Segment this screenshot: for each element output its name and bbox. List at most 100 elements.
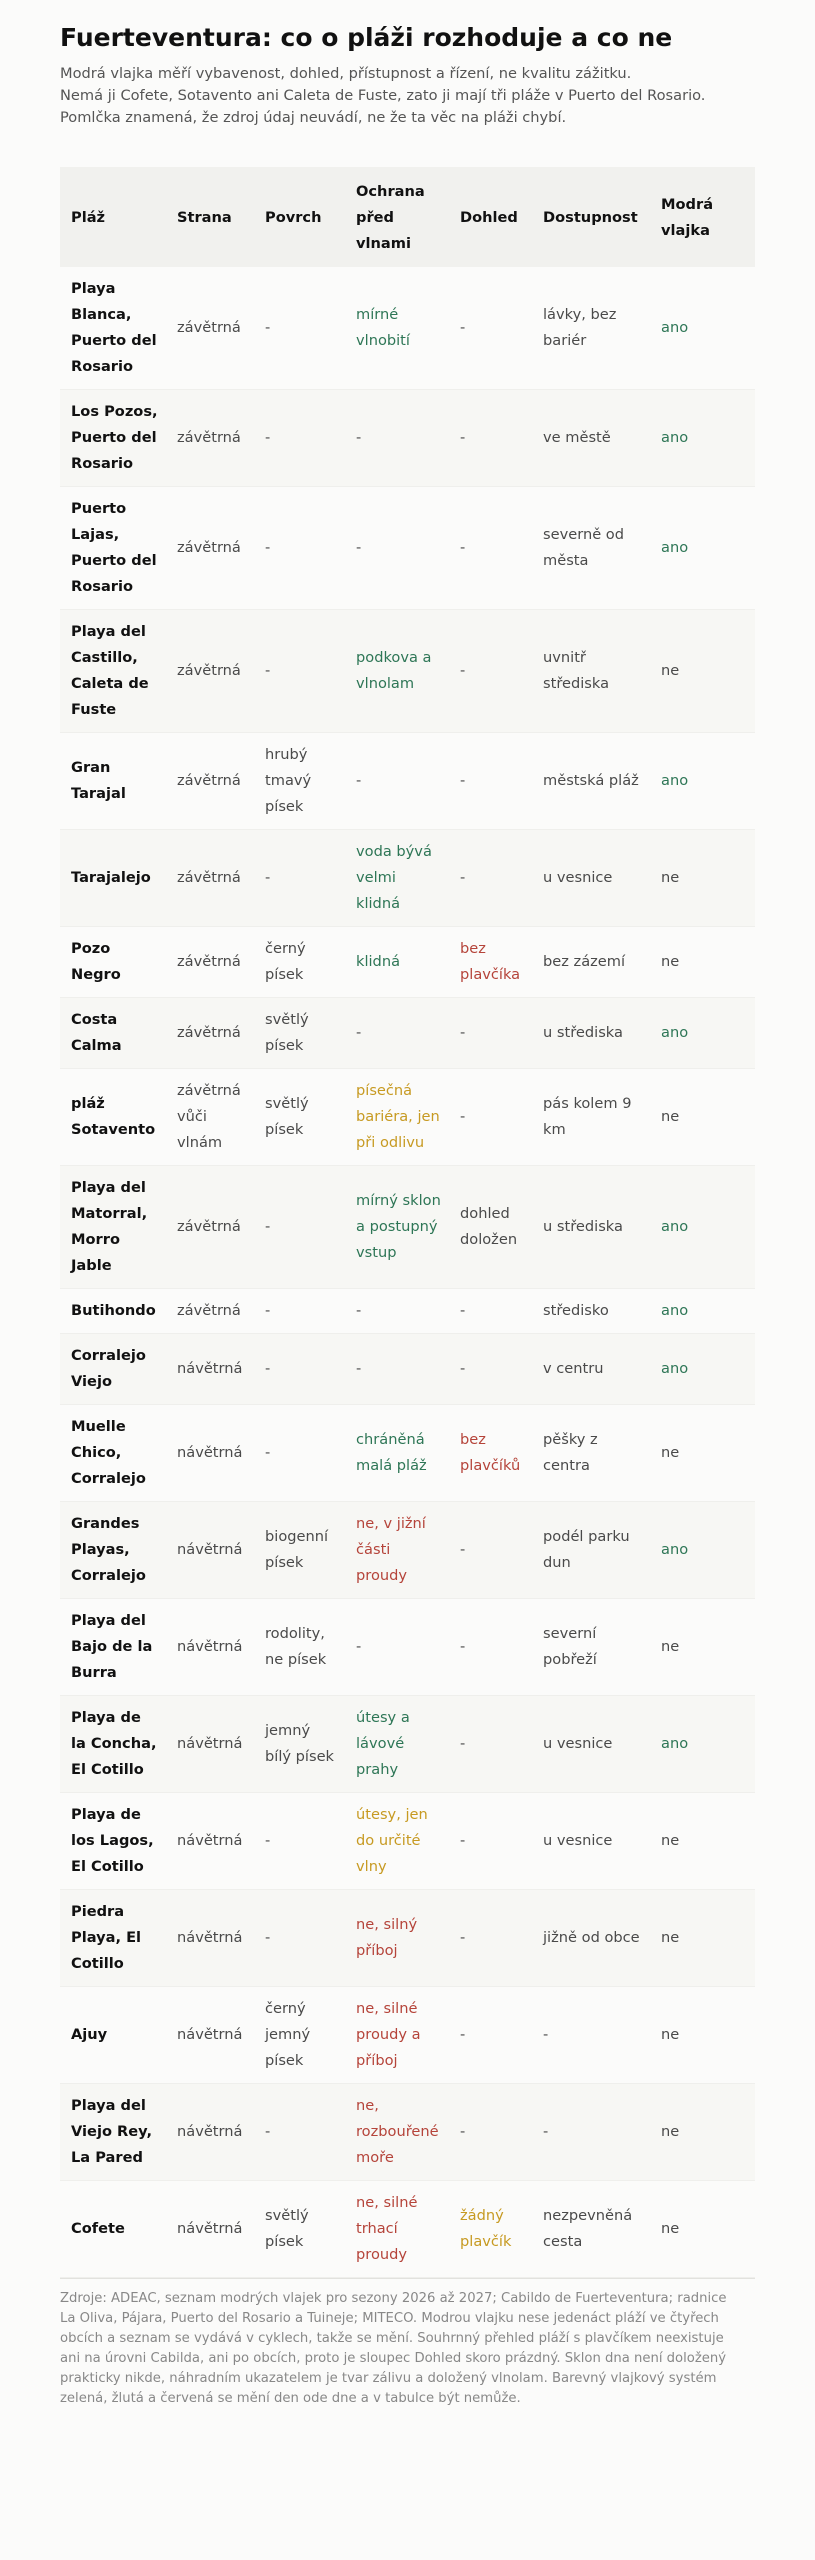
table-row: Playa de la Concha, El Cotillo návětrná je… xyxy=(60,1695,755,1793)
side-cell: závětrná xyxy=(166,997,254,1069)
intro-line: Pomlčka znamená, že zdroj údaj neuvádí, … xyxy=(60,108,567,126)
side-cell: závětrná xyxy=(166,609,254,733)
supervision-cell: - xyxy=(449,266,532,390)
table-row: Pozo Negro závětrná černý písek klidná bez p… xyxy=(60,926,755,998)
table-row: pláž Sotavento závětrná vůči vlnám světlý … xyxy=(60,1068,755,1166)
table-row: Ajuy návětrná černý jemný písek ne, silné p… xyxy=(60,1986,755,2084)
protection-cell: podkova a vlnolam xyxy=(345,609,449,733)
side-cell: závětrná xyxy=(166,486,254,610)
column-header-beach: Pláž xyxy=(60,166,166,267)
side-cell: závětrná xyxy=(166,926,254,998)
column-header-access: Dostupnost xyxy=(532,166,650,267)
protection-cell: voda bývá velmi klidná xyxy=(345,829,449,927)
access-cell: ve městě xyxy=(532,389,650,487)
column-header-supervision: Dohled xyxy=(449,166,532,267)
protection-cell: - xyxy=(345,732,449,830)
surface-cell: - xyxy=(254,1333,345,1405)
beach-name-cell: Playa del Bajo de la Burra xyxy=(60,1598,166,1696)
beach-name-cell: Corralejo Viejo xyxy=(60,1333,166,1405)
footnote-line: La Oliva, Pájara, Puerto del Rosario a T… xyxy=(60,2310,719,2326)
table-row: Playa del Bajo de la Burra návětrná rodoli… xyxy=(60,1598,755,1696)
blue-flag-cell: ano xyxy=(650,1165,755,1289)
column-header-protection: Ochrana před vlnami xyxy=(345,166,449,267)
page-title: Fuerteventura: co o pláži rozhoduje a co… xyxy=(60,23,673,52)
beach-name-cell: Playa Blanca, Puerto del Rosario xyxy=(60,266,166,390)
table-row: Los Pozos, Puerto del Rosario závětrná - - -… xyxy=(60,389,755,487)
beach-name-cell: Playa de los Lagos, El Cotillo xyxy=(60,1792,166,1890)
supervision-cell: bez plavčíka xyxy=(449,926,532,998)
surface-cell: - xyxy=(254,389,345,487)
intro-line: Modrá vlajka měří vybavenost, dohled, př… xyxy=(60,64,632,82)
blue-flag-cell: ne xyxy=(650,2180,755,2278)
blue-flag-cell: ano xyxy=(650,1501,755,1599)
supervision-cell: - xyxy=(449,609,532,733)
side-cell: návětrná xyxy=(166,1333,254,1405)
supervision-cell: - xyxy=(449,389,532,487)
table-row: Muelle Chico, Corralejo návětrná - chráněná… xyxy=(60,1404,755,1502)
access-cell: severní pobřeží xyxy=(532,1598,650,1696)
surface-cell: - xyxy=(254,1404,345,1502)
footnote-line: Zdroje: ADEAC, seznam modrých vlajek pro… xyxy=(60,2290,727,2306)
blue-flag-cell: ne xyxy=(650,1792,755,1890)
surface-cell: hrubý tmavý písek xyxy=(254,732,345,830)
surface-cell: světlý písek xyxy=(254,1068,345,1166)
blue-flag-cell: ne xyxy=(650,829,755,927)
blue-flag-cell: ne xyxy=(650,1404,755,1502)
access-cell: - xyxy=(532,1986,650,2084)
access-cell: pěšky z centra xyxy=(532,1404,650,1502)
beach-name-cell: Butihondo xyxy=(60,1288,166,1334)
blue-flag-cell: ne xyxy=(650,2083,755,2181)
protection-cell: písečná bariéra, jen při odlivu xyxy=(345,1068,449,1166)
intro-line: Nemá ji Cofete, Sotavento ani Caleta de … xyxy=(60,86,706,104)
column-header-surface: Povrch xyxy=(254,166,345,267)
side-cell: návětrná xyxy=(166,1986,254,2084)
surface-cell: - xyxy=(254,266,345,390)
beach-name-cell: Piedra Playa, El Cotillo xyxy=(60,1889,166,1987)
access-cell: - xyxy=(532,2083,650,2181)
supervision-cell: - xyxy=(449,1501,532,1599)
supervision-cell: bez plavčíků xyxy=(449,1404,532,1502)
side-cell: návětrná xyxy=(166,1889,254,1987)
supervision-cell: dohled doložen xyxy=(449,1165,532,1289)
side-cell: závětrná xyxy=(166,1165,254,1289)
table-row: Playa Blanca, Puerto del Rosario závětrná… xyxy=(60,266,755,390)
supervision-cell: - xyxy=(449,486,532,610)
footnote-line: prakticky nikde, náhradním ukazatelem je… xyxy=(60,2370,717,2386)
access-cell: jižně od obce xyxy=(532,1889,650,1987)
footnote-line: obcích a seznam se vydává v cyklech, tak… xyxy=(60,2330,724,2346)
protection-cell: ne, v jižní části proudy xyxy=(345,1501,449,1599)
surface-cell: - xyxy=(254,829,345,927)
blue-flag-cell: ano xyxy=(650,389,755,487)
surface-cell: jemný bílý písek xyxy=(254,1695,345,1793)
table-row: Corralejo Viejo návětrná - - - v centru ano xyxy=(60,1333,755,1405)
supervision-cell: - xyxy=(449,1695,532,1793)
side-cell: návětrná xyxy=(166,1695,254,1793)
protection-cell: chráněná malá pláž xyxy=(345,1404,449,1502)
table-row: Gran Tarajal závětrná hrubý tmavý písek - - m… xyxy=(60,732,755,830)
protection-cell: ne, silné trhací proudy xyxy=(345,2180,449,2278)
beach-name-cell: Playa de la Concha, El Cotillo xyxy=(60,1695,166,1793)
blue-flag-cell: ano xyxy=(650,732,755,830)
table-row: Playa del Matorral, Morro Jable závětrná -… xyxy=(60,1165,755,1289)
access-cell: středisko xyxy=(532,1288,650,1334)
supervision-cell: - xyxy=(449,1333,532,1405)
protection-cell: ne, silné proudy a příboj xyxy=(345,1986,449,2084)
blue-flag-cell: ano xyxy=(650,266,755,390)
access-cell: podél parku dun xyxy=(532,1501,650,1599)
table-row: Cofete návětrná světlý písek ne, silné trha… xyxy=(60,2180,755,2278)
surface-cell: světlý písek xyxy=(254,997,345,1069)
beach-name-cell: pláž Sotavento xyxy=(60,1068,166,1166)
surface-cell: - xyxy=(254,1889,345,1987)
blue-flag-cell: ne xyxy=(650,609,755,733)
table-row: Playa de los Lagos, El Cotillo návětrná - ú… xyxy=(60,1792,755,1890)
surface-cell: - xyxy=(254,1165,345,1289)
beach-name-cell: Gran Tarajal xyxy=(60,732,166,830)
side-cell: závětrná xyxy=(166,389,254,487)
side-cell: závětrná xyxy=(166,732,254,830)
supervision-cell: - xyxy=(449,732,532,830)
protection-cell: - xyxy=(345,1288,449,1334)
beach-name-cell: Los Pozos, Puerto del Rosario xyxy=(60,389,166,487)
surface-cell: - xyxy=(254,1792,345,1890)
protection-cell: ne, silný příboj xyxy=(345,1889,449,1987)
access-cell: u vesnice xyxy=(532,1695,650,1793)
